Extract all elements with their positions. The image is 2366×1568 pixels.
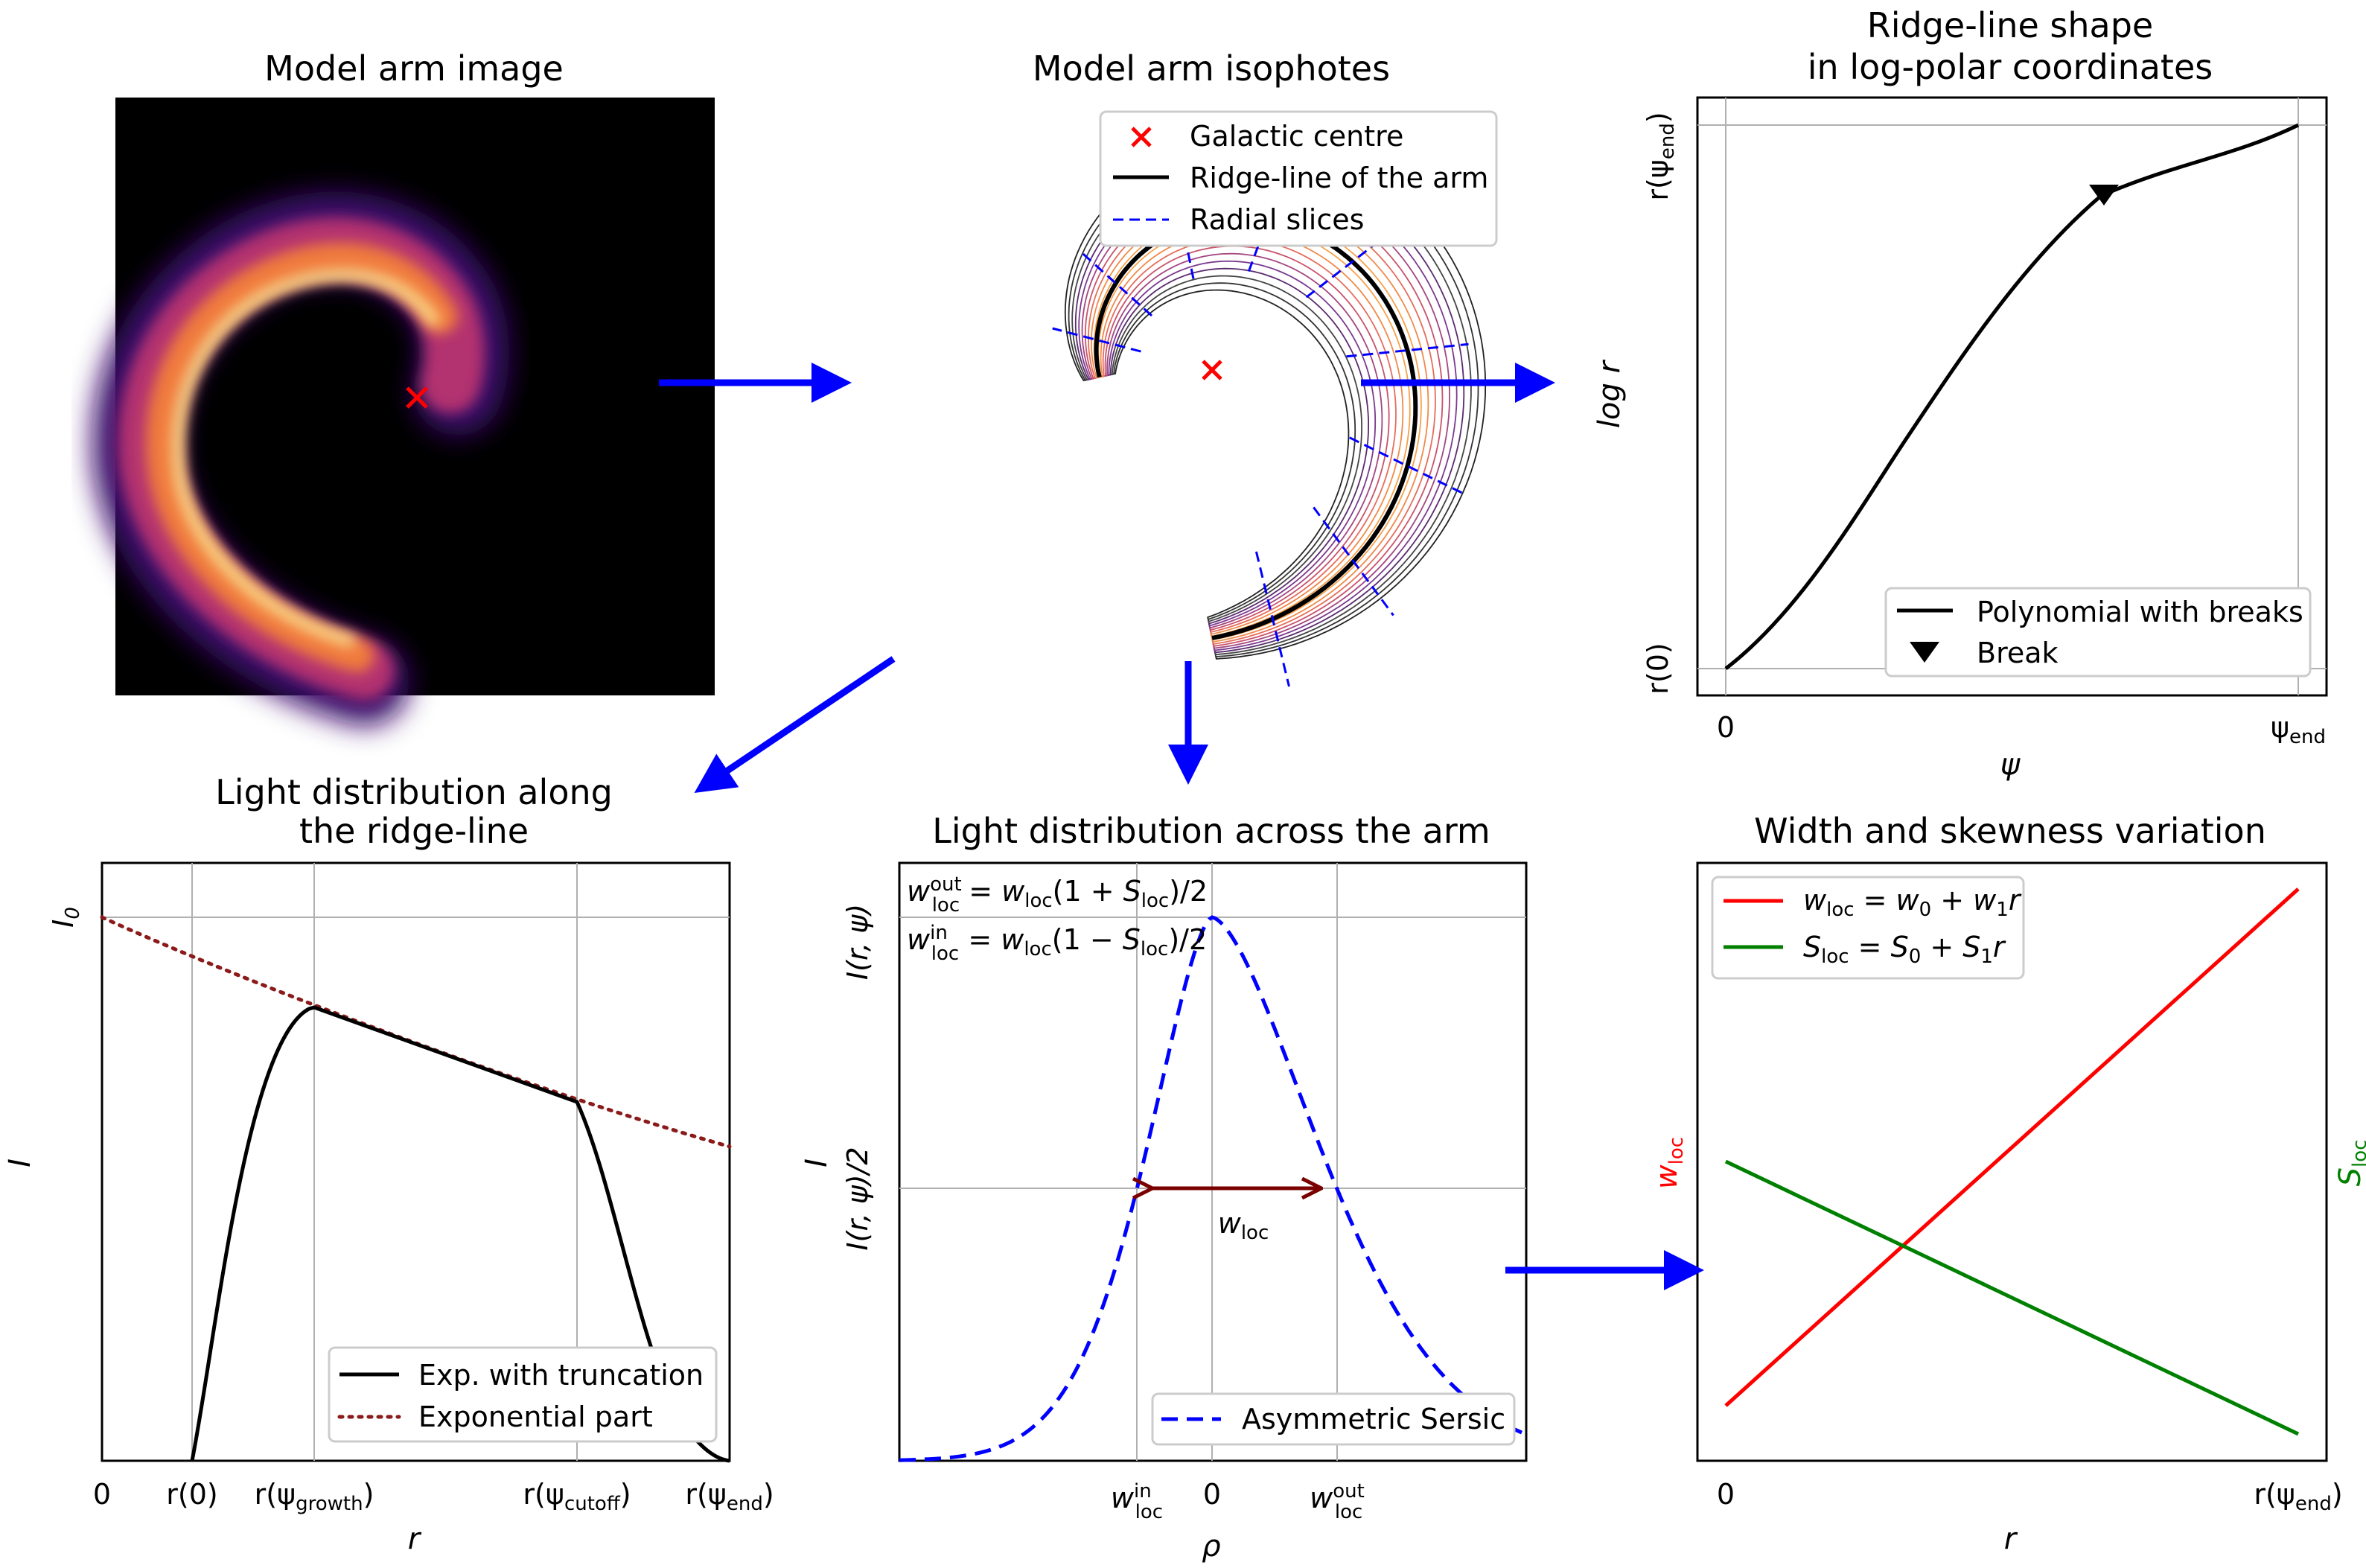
across-xtick-win: win loc (1111, 1480, 1163, 1523)
centre-marker-image (406, 386, 428, 409)
isophote-contour (1091, 203, 1429, 643)
legend-exp-truncation: Exp. with truncation (418, 1359, 704, 1392)
legend-polynomial: Polynomial with breaks (1977, 596, 2303, 628)
along-ytick-i0: I0 (47, 907, 84, 928)
along-ylabel: I (3, 1159, 37, 1167)
along-xtick-end: r(ψend) (685, 1478, 774, 1515)
across-ylabel: I (800, 1159, 834, 1167)
across-arm-panel: Light distribution across the arm wloc w… (800, 811, 1528, 1564)
ridge-shape-title-1: Ridge-line shape (1867, 5, 2154, 45)
along-legend: Exp. with truncation Exponential part (328, 1346, 718, 1443)
across-legend: Asymmetric Sersic (1151, 1392, 1516, 1446)
arm-image-panel: Model arm image (92, 48, 715, 726)
along-xtick-0: 0 (93, 1478, 111, 1511)
across-xlabel: ρ (1202, 1529, 1220, 1564)
break-marker (2089, 185, 2119, 205)
isophote-contour (1064, 141, 1487, 660)
ridge-ytick-r0: r(0) (1642, 643, 1674, 694)
ridge-shape-panel: Ridge-line shape in log-polar coordinate… (1592, 5, 2328, 782)
ridge-ylabel: log r (1592, 359, 1627, 428)
along-xtick-r0: r(0) (166, 1478, 217, 1511)
asymmetric-sersic-curve (899, 915, 1523, 1462)
ridge-ytick-rend: r(ψend) (1642, 112, 1679, 200)
across-xtick-0: 0 (1203, 1478, 1221, 1511)
ridge-xtick-0: 0 (1717, 711, 1735, 744)
across-xtick-wout: wout loc (1310, 1480, 1365, 1523)
along-xlabel: r (408, 1522, 422, 1556)
isophote-contour (1078, 171, 1458, 651)
across-arm-title: Light distribution across the arm (932, 811, 1490, 851)
eq-in: win loc = wloc(1 − Sloc)/2 (907, 922, 1207, 965)
along-ridge-title-1: Light distribution along (215, 772, 613, 812)
width-xtick-0: 0 (1717, 1478, 1735, 1511)
centre-marker-isophotes (1202, 360, 1222, 380)
arm-image-glow (92, 191, 509, 726)
skew-line (1724, 1159, 2300, 1436)
flow-arrows (659, 363, 1704, 1290)
isophote-contour (1071, 156, 1472, 656)
width-skew-title: Width and skewness variation (1754, 811, 2266, 851)
isophote-contour (1084, 187, 1444, 647)
along-ridge-title-2: the ridge-line (299, 811, 529, 851)
radial-slice (1313, 506, 1394, 616)
isophotes-title: Model arm isophotes (1033, 48, 1390, 89)
ridge-shape-title-2: in log-polar coordinates (1808, 47, 2213, 87)
ridge-xtick-end: ψend (2271, 711, 2326, 748)
isophote-contour (1087, 194, 1436, 646)
ridge-legend: Polynomial with breaks Break (1884, 587, 2312, 678)
radial-slice (1349, 436, 1466, 496)
along-xtick-growth: r(ψgrowth) (255, 1478, 374, 1515)
along-xtick-cutoff: r(ψcutoff) (523, 1478, 631, 1515)
isophotes-panel: Model arm isophotes Galactic centre Ridg… (1033, 48, 1498, 687)
width-ylabel-right: Sloc (2333, 1140, 2366, 1187)
width-xtick-end: r(ψend) (2254, 1478, 2342, 1515)
legend-galactic-centre: Galactic centre (1190, 120, 1403, 153)
ridge-xlabel: ψ (2000, 748, 2021, 782)
across-ytick-peak: I(r, ψ) (841, 904, 874, 980)
along-ridge-panel: Light distribution along the ridge-line … (3, 772, 774, 1556)
isophote-contour (1068, 148, 1479, 657)
isophotes-legend: Galactic centre Ridge-line of the arm Ra… (1099, 110, 1498, 247)
width-legend: wloc = w0 + w1r Sloc = S0 + S1r (1711, 876, 2025, 980)
width-skew-panel: Width and skewness variation 0 r(ψend) r… (1650, 811, 2366, 1556)
across-ytick-half: I(r, ψ)/2 (841, 1147, 874, 1250)
legend-break: Break (1977, 637, 2059, 669)
eq-out: wout loc = wloc(1 + Sloc)/2 (907, 873, 1208, 917)
width-xlabel: r (2004, 1522, 2018, 1556)
legend-sersic: Asymmetric Sersic (1242, 1403, 1505, 1435)
radial-slice (1305, 225, 1400, 299)
legend-width-eq: wloc = w0 + w1r (1803, 884, 2022, 921)
width-ylabel-left: wloc (1650, 1137, 1688, 1189)
ridge-polynomial-curve (1724, 123, 2300, 670)
radial-slice (1254, 551, 1290, 687)
legend-ridge-line: Ridge-line of the arm (1190, 162, 1488, 194)
legend-radial-slices: Radial slices (1190, 203, 1364, 236)
legend-skew-eq: Sloc = S0 + S1r (1803, 931, 2006, 968)
width-line (1724, 887, 2300, 1407)
legend-exp-part: Exponential part (418, 1400, 653, 1433)
arrow-isophotes-to-along (694, 656, 896, 794)
radial-slice (1346, 342, 1469, 358)
arm-image-title: Model arm image (264, 48, 564, 89)
isophote-contour (1081, 179, 1451, 649)
